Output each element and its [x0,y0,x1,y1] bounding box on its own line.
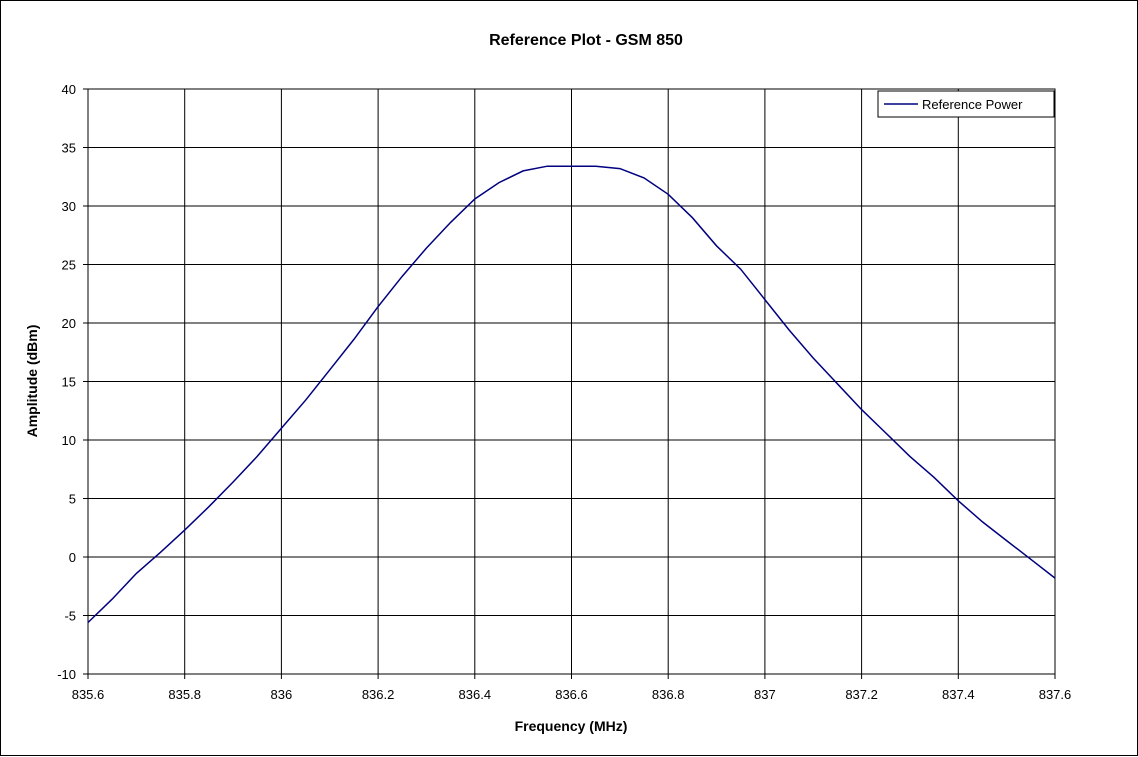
x-tick-label: 837.6 [1039,687,1072,702]
y-tick-label: -5 [64,609,76,624]
grid-layer [88,89,1055,674]
legend-label: Reference Power [922,97,1023,112]
x-tick-label: 836.4 [459,687,492,702]
chart-title: Reference Plot - GSM 850 [489,32,683,49]
x-tick-label: 836.8 [652,687,685,702]
x-tick-label: 835.6 [72,687,105,702]
y-tick-label: -10 [57,667,76,682]
y-tick-label: 20 [62,316,76,331]
y-tick-label: 0 [69,550,76,565]
x-tick-label: 837.4 [942,687,975,702]
y-tick-label: 10 [62,433,76,448]
y-tick-label: 5 [69,492,76,507]
y-tick-label: 15 [62,375,76,390]
y-axis-label: Amplitude (dBm) [24,325,40,438]
x-tick-label: 836 [271,687,293,702]
x-tick-label: 836.2 [362,687,395,702]
y-tick-label: 30 [62,199,76,214]
y-tick-label: 25 [62,258,76,273]
series-layer [87,165,1056,624]
ticks-layer: 835.6 835.8 836 836.2 836.4 836.6 836.8 837 837.… [57,82,1071,702]
legend: Reference Power [877,90,1055,118]
x-tick-label: 835.8 [168,687,201,702]
x-axis-label: Frequency (MHz) [515,718,628,734]
x-tick-label: 836.6 [555,687,588,702]
x-tick-label: 837 [754,687,776,702]
series-line-reference-power [87,165,1056,624]
y-tick-label: 40 [62,82,76,97]
x-tick-label: 837.2 [845,687,878,702]
y-tick-label: 35 [62,141,76,156]
